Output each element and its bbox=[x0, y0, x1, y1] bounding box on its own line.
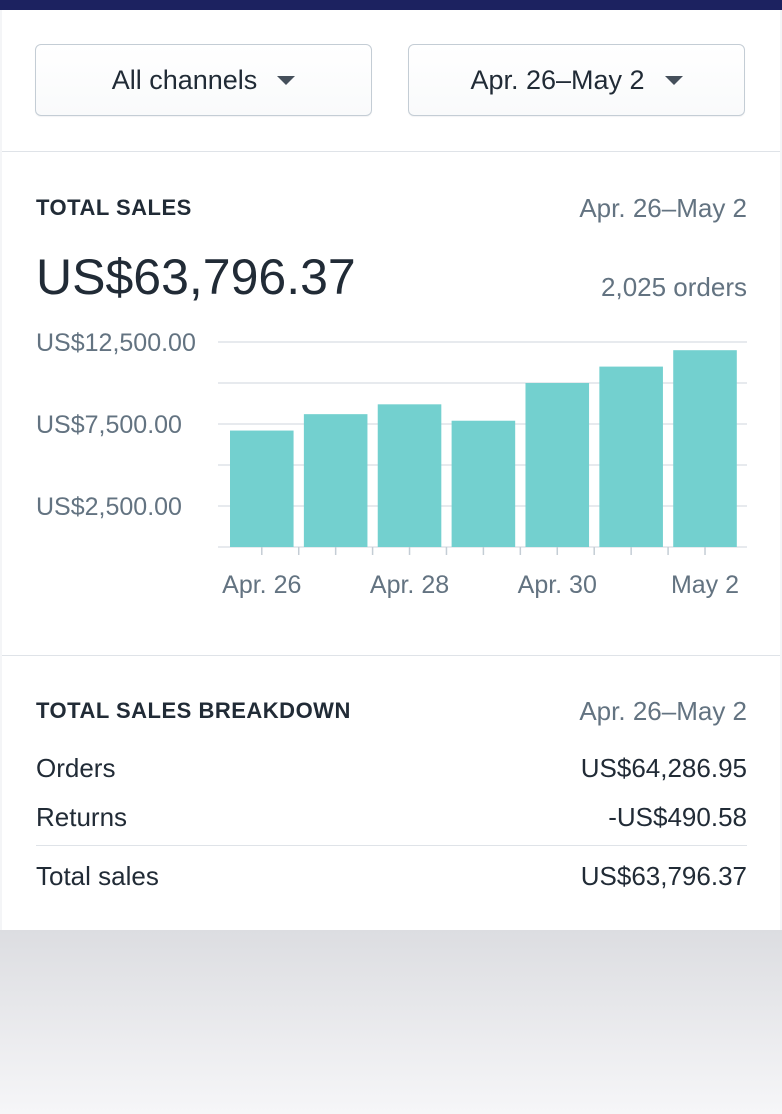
y-tick-label: US$7,500.00 bbox=[36, 411, 182, 439]
bar-apr-28[interactable] bbox=[377, 404, 442, 547]
divider bbox=[36, 845, 747, 846]
x-tick-label: Apr. 30 bbox=[518, 571, 597, 599]
bar-apr-27[interactable] bbox=[303, 414, 368, 547]
returns-label: Returns bbox=[36, 802, 128, 832]
total-sales-amount: US$63,796.37 bbox=[36, 249, 356, 305]
bar-may-1[interactable] bbox=[599, 366, 663, 547]
divider bbox=[2, 151, 780, 152]
breakdown-row-total: Total sales US$63,796.37 bbox=[36, 861, 747, 892]
x-tick-label: Apr. 28 bbox=[370, 571, 449, 599]
x-tick-label: Apr. 26 bbox=[222, 571, 301, 599]
background-area bbox=[0, 930, 782, 1114]
caret-down-icon bbox=[277, 75, 296, 85]
y-tick-label: US$2,500.00 bbox=[36, 493, 182, 521]
bar-may-2[interactable] bbox=[673, 350, 737, 547]
divider bbox=[2, 655, 780, 656]
sales-bar-chart: Apr. 26 Apr. 28 Apr. 30 May 2 US$12,500.00 US… bbox=[36, 330, 747, 599]
breakdown-heading: TOTAL SALES BREAKDOWN bbox=[36, 698, 351, 723]
channel-filter-button[interactable]: All channels bbox=[35, 44, 372, 116]
bar-apr-30[interactable] bbox=[525, 383, 590, 547]
total-sales-date-range: Apr. 26–May 2 bbox=[579, 193, 747, 223]
orders-label: Orders bbox=[36, 753, 116, 783]
y-tick-label: US$12,500.00 bbox=[36, 330, 196, 357]
orders-value: US$64,286.95 bbox=[580, 753, 747, 783]
x-tick-label: May 2 bbox=[671, 571, 739, 599]
total-sales-label: Total sales bbox=[36, 861, 159, 891]
channel-filter-label: All channels bbox=[111, 64, 258, 95]
total-sales-heading: TOTAL SALES bbox=[36, 195, 192, 220]
breakdown-row-orders: Orders US$64,286.95 bbox=[36, 753, 747, 784]
bar-apr-29[interactable] bbox=[451, 420, 516, 547]
breakdown-date-range: Apr. 26–May 2 bbox=[579, 696, 747, 726]
caret-down-icon bbox=[664, 75, 683, 85]
orders-count: 2,025 orders bbox=[601, 272, 747, 302]
top-bar bbox=[0, 0, 782, 10]
returns-value: -US$490.58 bbox=[608, 802, 747, 832]
total-sales-value: US$63,796.37 bbox=[580, 861, 747, 891]
date-range-button[interactable]: Apr. 26–May 2 bbox=[408, 44, 745, 116]
bar-apr-26[interactable] bbox=[230, 430, 294, 547]
date-range-label: Apr. 26–May 2 bbox=[470, 64, 645, 95]
breakdown-row-returns: Returns -US$490.58 bbox=[36, 802, 747, 833]
report-card: All channels Apr. 26–May 2 TOTAL SALES A… bbox=[2, 10, 780, 930]
